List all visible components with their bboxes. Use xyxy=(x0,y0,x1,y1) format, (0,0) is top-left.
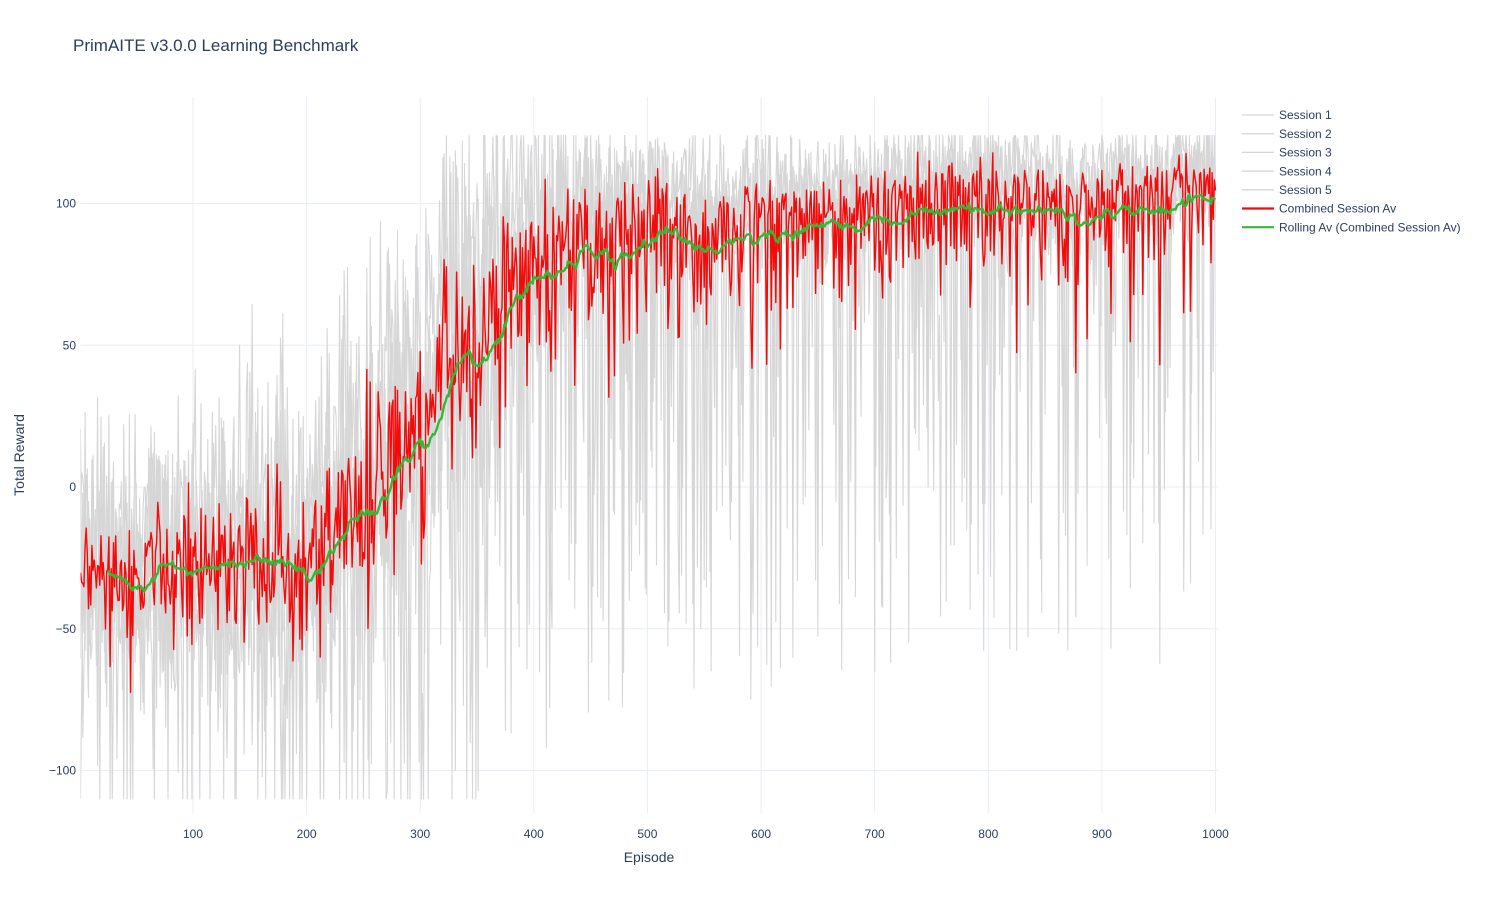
legend-item-label: Session 3 xyxy=(1279,146,1332,160)
y-tick-label: −50 xyxy=(56,622,77,636)
legend-item[interactable]: Session 3 xyxy=(1242,146,1332,160)
y-tick-label: 100 xyxy=(56,197,76,211)
x-tick-label: 400 xyxy=(524,827,544,841)
x-tick-label: 200 xyxy=(297,827,317,841)
chart-title: PrimAITE v3.0.0 Learning Benchmark xyxy=(73,36,359,55)
x-tick-label: 1000 xyxy=(1202,827,1229,841)
y-tick-label: −100 xyxy=(49,764,76,778)
x-tick-label: 900 xyxy=(1092,827,1112,841)
legend-item[interactable]: Session 5 xyxy=(1242,183,1332,197)
legend-item[interactable]: Session 2 xyxy=(1242,127,1332,141)
legend-item-label: Session 4 xyxy=(1279,164,1332,178)
y-tick-label: 0 xyxy=(69,480,76,494)
combined-average-line xyxy=(80,151,1217,694)
legend-item[interactable]: Combined Session Av xyxy=(1242,202,1396,216)
legend: Session 1 Session 2 Session 3 Session 4 Sess… xyxy=(1242,108,1461,234)
y-axis-title: Total Reward xyxy=(11,414,27,496)
legend-item-label: Session 1 xyxy=(1279,108,1332,122)
x-axis-tick-labels: 100 200 300 400 500 600 700 800 900 1000 xyxy=(183,827,1229,841)
legend-item[interactable]: Session 1 xyxy=(1242,108,1332,122)
x-tick-label: 800 xyxy=(978,827,998,841)
x-tick-label: 100 xyxy=(183,827,203,841)
x-tick-label: 600 xyxy=(751,827,771,841)
legend-item[interactable]: Rolling Av (Combined Session Av) xyxy=(1242,220,1461,234)
series-lines xyxy=(80,134,1217,800)
legend-item-label: Session 5 xyxy=(1279,183,1332,197)
x-tick-label: 300 xyxy=(410,827,430,841)
y-axis-tick-labels: −100 −50 0 50 100 xyxy=(49,197,76,778)
x-axis-title: Episode xyxy=(624,849,675,865)
legend-item-label: Combined Session Av xyxy=(1279,202,1396,216)
x-tick-label: 500 xyxy=(637,827,657,841)
x-tick-label: 700 xyxy=(865,827,885,841)
legend-item-label: Session 2 xyxy=(1279,127,1332,141)
legend-item-label: Rolling Av (Combined Session Av) xyxy=(1279,220,1461,234)
legend-item[interactable]: Session 4 xyxy=(1242,164,1332,178)
y-tick-label: 50 xyxy=(63,338,77,352)
rolling-average-line xyxy=(106,193,1216,593)
